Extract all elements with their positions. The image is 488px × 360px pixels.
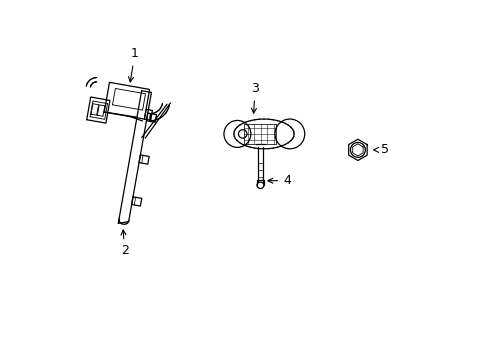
Text: 5: 5: [373, 143, 387, 156]
Text: 3: 3: [251, 82, 259, 113]
Text: 4: 4: [267, 174, 290, 187]
Text: 1: 1: [128, 48, 139, 82]
Text: 2: 2: [121, 230, 128, 257]
